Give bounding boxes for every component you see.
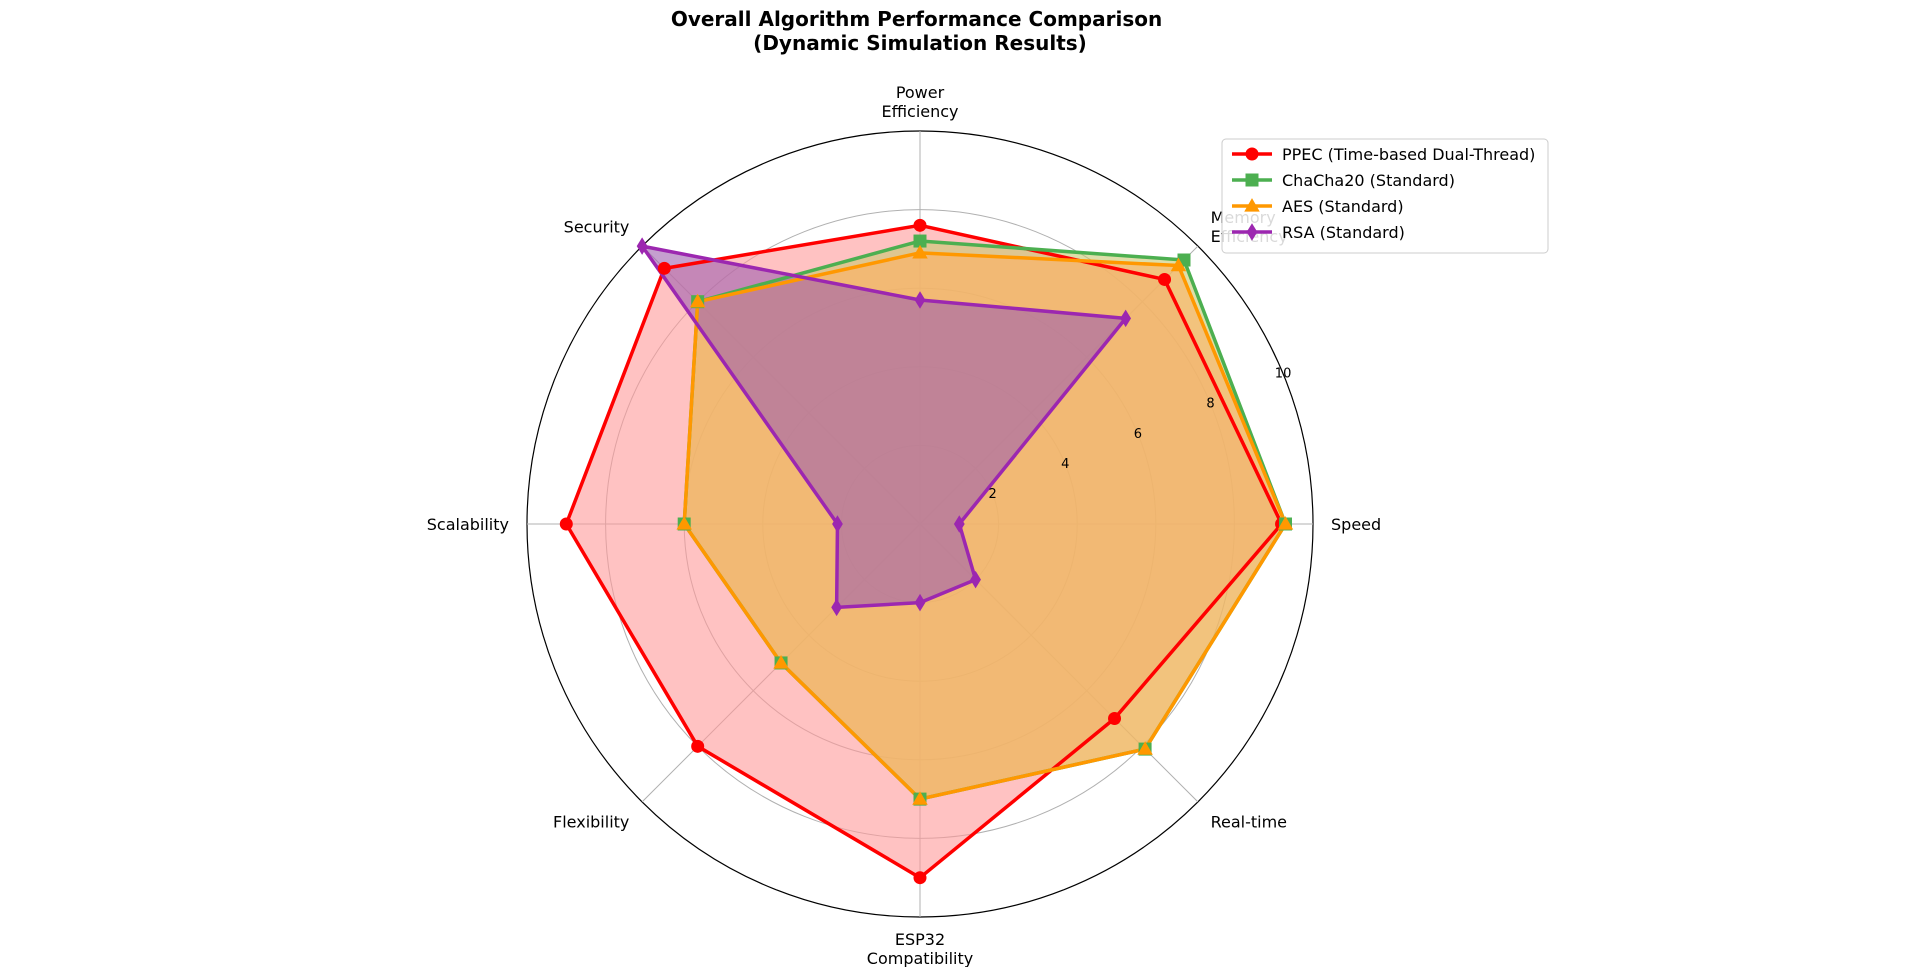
data-point-0-1 [1158,272,1172,286]
data-point-2-0 [1277,516,1294,530]
radial-tick-4: 4 [1061,457,1069,472]
data-point-2-5 [773,655,789,669]
radial-tick-8: 8 [1206,397,1214,412]
legend: PPEC (Time-based Dual-Thread) ChaCha20 (S… [1221,138,1549,254]
axis-label-0: Speed [1331,515,1381,534]
axis-label-7: Real-time [1211,813,1287,832]
series-fills [566,225,1286,878]
data-point-0-6 [913,871,927,885]
data-point-0-5 [691,739,705,753]
data-point-0-3 [657,261,671,275]
legend-marker-0 [1245,147,1259,161]
series-markers [559,218,1294,885]
axis-label-4: Scalability [427,515,509,534]
data-point-2-3 [689,293,706,308]
legend-marker-2 [1244,198,1260,212]
data-point-3-3 [636,237,648,255]
axis-label-5: Flexibility [553,813,629,832]
chart-title-line-1: Overall Algorithm Performance Comparison [671,7,1162,31]
chart-title: Overall Algorithm Performance Comparison… [671,7,1169,55]
data-point-2-4 [676,516,692,530]
legend-marker-1 [1245,173,1259,187]
axis-label-2: Power Efficiency [881,83,958,121]
radial-tick-2: 2 [988,487,996,502]
axis-label-6: ESP32 Compatibility [867,930,973,967]
data-point-3-5 [831,598,843,617]
chart-title-line-2: (Dynamic Simulation Results) [753,31,1087,55]
data-point-0-4 [559,517,573,531]
series-fill-3 [642,246,1126,608]
legend-entry-0: PPEC (Time-based Dual-Thread) [1282,145,1535,164]
data-point-3-2 [914,291,926,309]
axis-label-3: Security [564,217,630,236]
data-point-2-7 [1137,741,1153,755]
data-point-0-7 [1108,712,1122,726]
data-point-3-4 [832,515,843,533]
legend-entry-3: RSA (Standard) [1282,223,1405,242]
radial-tick-labels: 2 4 6 8 10 [988,367,1291,502]
data-point-2-6 [912,791,928,805]
data-point-3-7 [970,570,981,589]
legend-box [1221,138,1549,254]
legend-entry-1: ChaCha20 (Standard) [1282,171,1455,190]
data-point-2-2 [912,244,928,259]
data-point-0-2 [913,218,927,232]
legend-marker-3 [1246,223,1258,241]
data-point-3-6 [914,593,926,612]
data-point-3-0 [953,515,965,533]
data-point-2-1 [1170,257,1187,272]
radial-tick-10: 10 [1275,367,1292,382]
data-point-3-1 [1120,309,1132,328]
radial-tick-6: 6 [1134,427,1142,442]
legend-entry-2: AES (Standard) [1282,197,1404,216]
